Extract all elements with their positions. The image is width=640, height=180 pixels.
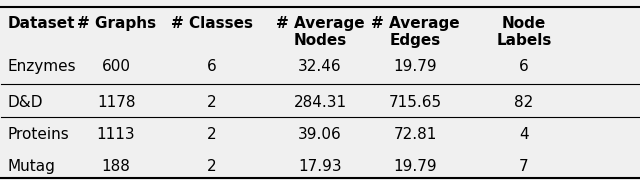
Text: 1178: 1178 — [97, 95, 135, 110]
Text: Dataset: Dataset — [8, 15, 76, 31]
Text: # Average
Nodes: # Average Nodes — [276, 15, 364, 48]
Text: D&D: D&D — [8, 95, 44, 110]
Text: 72.81: 72.81 — [394, 127, 437, 142]
Text: 188: 188 — [102, 159, 131, 174]
Text: 6: 6 — [207, 59, 216, 75]
Text: 17.93: 17.93 — [298, 159, 342, 174]
Text: 2: 2 — [207, 159, 216, 174]
Text: 2: 2 — [207, 95, 216, 110]
Text: 6: 6 — [519, 59, 529, 75]
Text: Mutag: Mutag — [8, 159, 56, 174]
Text: 715.65: 715.65 — [389, 95, 442, 110]
Text: 39.06: 39.06 — [298, 127, 342, 142]
Text: 4: 4 — [519, 127, 529, 142]
Text: 32.46: 32.46 — [298, 59, 342, 75]
Text: 19.79: 19.79 — [394, 59, 437, 75]
Text: 7: 7 — [519, 159, 529, 174]
Text: 600: 600 — [102, 59, 131, 75]
Text: 82: 82 — [515, 95, 534, 110]
Text: 284.31: 284.31 — [293, 95, 347, 110]
Text: Enzymes: Enzymes — [8, 59, 76, 75]
Text: 19.79: 19.79 — [394, 159, 437, 174]
Text: 1113: 1113 — [97, 127, 136, 142]
Text: # Average
Edges: # Average Edges — [371, 15, 460, 48]
Text: # Classes: # Classes — [171, 15, 253, 31]
Text: Proteins: Proteins — [8, 127, 70, 142]
Text: 2: 2 — [207, 127, 216, 142]
Text: # Graphs: # Graphs — [77, 15, 156, 31]
Text: Node
Labels: Node Labels — [496, 15, 552, 48]
